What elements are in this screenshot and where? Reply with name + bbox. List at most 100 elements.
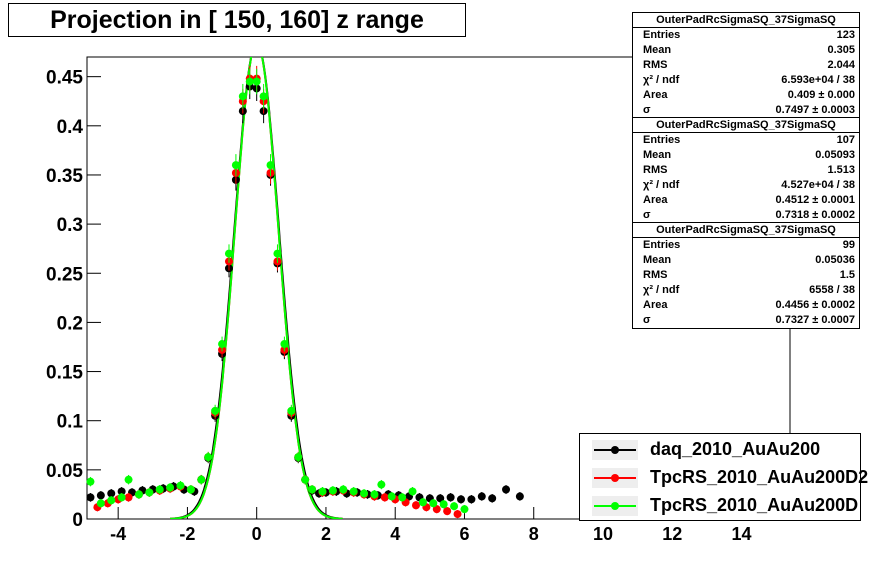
- fit-curve: [170, 57, 343, 519]
- stats-box-tpcrs-d: OuterPadRcSigmaSQ_37SigmaSQ Entries 99 Mean…: [632, 222, 860, 329]
- data-point: [328, 486, 337, 495]
- stats-title: OuterPadRcSigmaSQ_37SigmaSQ: [633, 13, 859, 28]
- legend-label: TpcRS_2010_AuAu200D: [650, 495, 859, 515]
- stats-row: χ² / ndf 6558 / 38: [633, 283, 859, 298]
- stats-value: 1.513: [827, 164, 855, 176]
- stats-value: 0.7318 ± 0.0002: [775, 209, 855, 221]
- data-point: [349, 487, 358, 496]
- stats-key: Area: [643, 194, 668, 206]
- stats-row: Mean 0.305: [633, 43, 859, 58]
- y-tick-label: 0: [72, 510, 83, 531]
- stats-row: χ² / ndf 6.593e+04 / 38: [633, 73, 859, 88]
- x-tick-label: 10: [593, 524, 613, 544]
- data-point: [418, 498, 427, 507]
- stats-key: Entries: [643, 29, 681, 41]
- stats-key: Mean: [643, 254, 672, 266]
- stats-key: Entries: [643, 134, 681, 146]
- stats-row: Mean 0.05036: [633, 253, 859, 268]
- legend-item-tpcrs-d2: TpcRS_2010_AuAu200D2: [580, 464, 868, 492]
- stats-title: OuterPadRcSigmaSQ_37SigmaSQ: [633, 118, 859, 133]
- data-point: [186, 485, 195, 494]
- data-point: [96, 499, 105, 508]
- data-point: [238, 92, 247, 101]
- y-tick-label: 0.3: [57, 215, 83, 236]
- stats-key: Mean: [643, 44, 672, 56]
- data-point: [429, 499, 438, 508]
- data-point: [273, 249, 282, 258]
- plot-title: Projection in [ 150, 160] z range: [8, 3, 466, 37]
- y-tick-label: 0.45: [46, 68, 83, 89]
- data-point: [145, 488, 154, 497]
- x-tick-label: 4: [390, 524, 400, 544]
- stats-value: 2.044: [827, 59, 855, 71]
- legend-marker-icon: [592, 496, 638, 516]
- data-point: [86, 477, 95, 486]
- stats-title: OuterPadRcSigmaSQ_37SigmaSQ: [633, 223, 859, 238]
- stats-row: Mean 0.05093: [633, 148, 859, 163]
- y-tick-label: 0.25: [46, 264, 83, 285]
- data-point: [107, 489, 116, 498]
- x-tick-label: -2: [179, 524, 195, 544]
- data-point: [502, 485, 511, 494]
- data-point: [197, 475, 206, 484]
- x-tick-label: 2: [321, 524, 331, 544]
- y-tick-label: 0.2: [57, 313, 83, 334]
- stats-value: 0.4512 ± 0.0001: [775, 194, 855, 206]
- stats-key: Area: [643, 89, 668, 101]
- stats-row: RMS 1.5: [633, 268, 859, 283]
- x-tick-label: 0: [252, 524, 262, 544]
- x-tick-label: 8: [529, 524, 539, 544]
- y-tick-label: 0.05: [46, 461, 83, 482]
- data-point: [176, 481, 185, 490]
- stats-key: Mean: [643, 149, 672, 161]
- data-point: [398, 493, 407, 502]
- stats-box-tpcrs-d2: OuterPadRcSigmaSQ_37SigmaSQ Entries 107 Mea…: [632, 117, 860, 224]
- stats-value: 4.527e+04 / 38: [781, 179, 855, 191]
- stats-row: Area 0.409 ± 0.000: [633, 88, 859, 103]
- data-point: [370, 490, 379, 499]
- data-point: [294, 453, 303, 462]
- stats-value: 0.409 ± 0.000: [787, 89, 855, 101]
- stats-value: 0.05093: [815, 149, 855, 161]
- data-point: [155, 485, 164, 494]
- data-point: [460, 505, 469, 514]
- x-tick-label: -4: [110, 524, 126, 544]
- data-point: [231, 161, 240, 170]
- data-point: [204, 453, 213, 462]
- data-point: [134, 490, 143, 499]
- data-point: [245, 77, 254, 86]
- data-point: [86, 493, 95, 502]
- data-point: [308, 485, 317, 494]
- stats-value: 0.7497 ± 0.0003: [775, 104, 855, 116]
- data-point: [360, 489, 369, 498]
- data-point: [117, 487, 126, 496]
- data-point: [467, 495, 476, 504]
- data-point: [224, 249, 233, 258]
- stats-value: 6558 / 38: [809, 284, 855, 296]
- stats-row: RMS 1.513: [633, 163, 859, 178]
- stats-row: χ² / ndf 4.527e+04 / 38: [633, 178, 859, 193]
- stats-key: RMS: [643, 59, 668, 71]
- y-tick-label: 0.35: [46, 166, 83, 187]
- data-point: [252, 77, 261, 86]
- x-tick-label: 12: [662, 524, 682, 544]
- stats-value: 123: [836, 29, 855, 41]
- stats-row: σ 0.7318 ± 0.0002: [633, 208, 859, 223]
- data-point: [443, 507, 452, 516]
- data-point: [446, 493, 455, 502]
- stats-key: σ: [643, 104, 651, 116]
- data-point: [436, 494, 445, 503]
- data-point: [488, 494, 497, 503]
- stats-key: σ: [643, 314, 651, 326]
- legend-marker-icon: [592, 440, 638, 460]
- data-points: [86, 65, 524, 519]
- fit-curve: [170, 57, 343, 519]
- data-point: [218, 340, 227, 349]
- data-point: [107, 496, 116, 505]
- x-tick-label: 6: [459, 524, 469, 544]
- data-point: [211, 406, 220, 415]
- stats-value: 1.5: [839, 269, 855, 281]
- y-tick-label: 0.15: [46, 363, 83, 384]
- data-point: [377, 480, 386, 489]
- stats-key: RMS: [643, 164, 668, 176]
